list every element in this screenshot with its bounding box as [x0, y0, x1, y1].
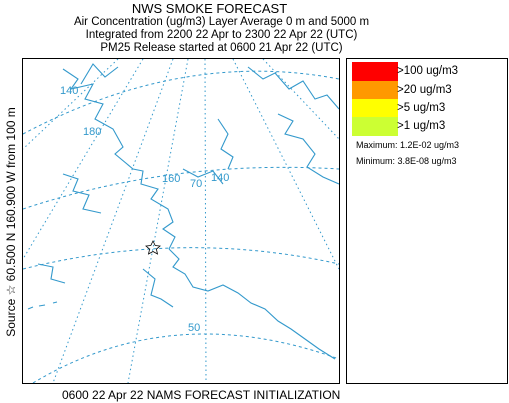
- grid-label: 70: [190, 178, 202, 190]
- legend-frame: [346, 58, 508, 384]
- grid-label: 140: [60, 85, 78, 97]
- legend-label: >100 ug/m3: [397, 65, 459, 77]
- grid-label: 180: [83, 126, 101, 138]
- legend-swatch: [352, 117, 398, 136]
- integration-period: Integrated from 2200 22 Apr to 2300 22 A…: [85, 29, 358, 41]
- legend-item: >20 ug/m3: [352, 81, 502, 100]
- forecast-initialization: 0600 22 Apr 22 NAMS FORECAST INITIALIZAT…: [62, 388, 341, 402]
- legend-item: >5 ug/m3: [352, 99, 502, 118]
- legend-item: >100 ug/m3: [352, 62, 502, 81]
- concentration-description: Air Concentration (ug/m3) Layer Average …: [73, 16, 370, 28]
- aleutian-islands: [27, 301, 58, 310]
- release-start: PM25 Release started at 0600 21 Apr 22 (…: [100, 42, 343, 54]
- coastlines: [37, 63, 339, 360]
- legend-item: >1 ug/m3: [352, 117, 502, 136]
- map-frame: 140 180 160 70 140 50: [22, 58, 340, 384]
- minimum-value: Minimum: 3.8E-08 ug/m3: [356, 156, 457, 166]
- map-canvas: 140 180 160 70 140 50: [23, 59, 339, 383]
- source-location-label: Source ☆ 60.500 N 160.900 W from 100 m: [4, 107, 18, 337]
- forecast-title: NWS SMOKE FORECAST: [131, 1, 288, 16]
- legend-label: >1 ug/m3: [397, 120, 446, 132]
- legend-label: >20 ug/m3: [397, 84, 452, 96]
- grid-label: 50: [188, 322, 200, 334]
- graticule-parallels: [23, 70, 339, 383]
- grid-label: 160: [162, 173, 180, 185]
- maximum-value: Maximum: 1.2E-02 ug/m3: [356, 140, 460, 150]
- legend-label: >5 ug/m3: [397, 102, 446, 114]
- grid-label: 140: [211, 172, 229, 184]
- graticule-meridians: [23, 59, 339, 383]
- star-icon: [145, 240, 161, 255]
- legend-swatch: [352, 62, 398, 81]
- legend-swatch: [352, 81, 398, 100]
- grid-labels: 140 180 160 70 140 50: [60, 85, 229, 334]
- legend-swatch: [352, 99, 398, 118]
